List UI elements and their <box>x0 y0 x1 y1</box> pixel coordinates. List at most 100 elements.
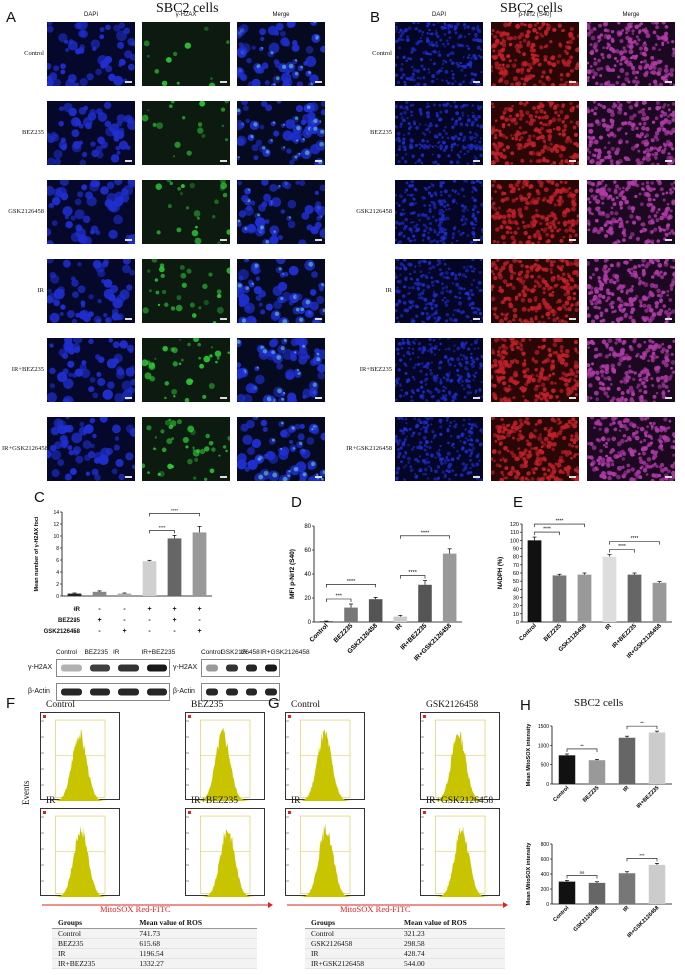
row-label-1: BEZ235 <box>21 129 44 136</box>
flow-plot-title: IR+GSK2126458 <box>426 796 494 806</box>
micrograph-tile <box>395 180 483 244</box>
bar <box>588 882 606 904</box>
x-tick-label: GSK2126458 <box>573 905 601 933</box>
bar <box>618 873 636 904</box>
x-tick-label: IR <box>622 785 630 793</box>
micrograph-tile <box>237 417 325 481</box>
blot-band <box>118 664 139 672</box>
scale-bar <box>665 160 672 162</box>
scale-bar <box>125 476 132 478</box>
scale-bar <box>665 476 672 478</box>
table-row: GSK2126458 298.58 <box>305 938 505 949</box>
table-header-row: Groups Mean value of ROS <box>52 917 257 929</box>
blot-band <box>89 664 110 672</box>
table-header-row: Groups Mean value of ROS <box>305 917 505 929</box>
blot-strip <box>201 659 280 677</box>
x-tick-label: Control <box>552 905 570 923</box>
scale-bar <box>473 81 480 83</box>
scale-bar <box>220 397 227 399</box>
significance-bracket <box>326 598 352 602</box>
scale-bar <box>125 239 132 241</box>
x-tick-label: Control <box>308 622 329 643</box>
y-tick-label: 80 <box>513 555 519 561</box>
micrograph-tile <box>491 338 579 402</box>
significance-bracket <box>566 748 598 752</box>
table-cell: Control <box>305 928 399 939</box>
matrix-mark: - <box>73 606 76 613</box>
row-label-1: BEZ235 <box>369 129 392 136</box>
matrix-mark: + <box>97 617 102 624</box>
blot-band <box>146 688 167 696</box>
bar <box>393 616 408 622</box>
y-tick-label: 120 <box>510 522 519 528</box>
scale-bar <box>315 160 322 162</box>
panel-f-letter: F <box>6 695 16 712</box>
flow-histogram <box>420 808 500 897</box>
bar <box>558 881 576 904</box>
matrix-mark: + <box>197 628 202 635</box>
scale-bar <box>315 397 322 399</box>
blot-band <box>89 688 110 696</box>
bar <box>344 607 358 622</box>
y-tick-label: 200 <box>541 887 550 893</box>
micrograph-tile <box>491 180 579 244</box>
blot-strip <box>201 683 280 701</box>
y-tick-label: 60 <box>513 571 519 577</box>
bar <box>167 538 182 596</box>
y-tick-label: 0 <box>308 620 312 626</box>
micrograph-tile <box>491 259 579 323</box>
matrix-mark: - <box>173 628 176 635</box>
blot-strip <box>56 683 170 701</box>
y-tick-label: 70 <box>513 563 519 569</box>
matrix-mark: - <box>98 606 101 613</box>
blot-lane-label: IR <box>240 649 248 656</box>
panel-f-ylabel: Events <box>21 780 31 806</box>
matrix-mark: - <box>198 617 201 624</box>
y-axis-label: Mean MitoSOX intensity <box>526 723 532 787</box>
panel-f-x-axis-arrow <box>42 902 273 908</box>
row-label-2: GSK2126458 <box>8 208 44 215</box>
table-row: Control 741.73 <box>52 928 257 939</box>
flow-plot-title: GSK2126458 <box>426 700 479 710</box>
panel-f-xlabel: MitoSOX Red-FITC <box>100 904 171 914</box>
column-header-0: DAPI <box>83 12 98 18</box>
panel-g-xlabel: MitoSOX Red-FITC <box>340 904 411 914</box>
matrix-mark: + <box>172 617 177 624</box>
panel-g-ros-table: Groups Mean value of ROS Control 321.23 GSK2… <box>305 917 505 969</box>
panel-h-title: SBC2 cells <box>574 697 624 709</box>
bar <box>319 621 334 622</box>
y-tick-label: 1500 <box>538 724 549 730</box>
flow-histogram <box>285 808 365 897</box>
row-label-3: IR <box>385 287 393 294</box>
flow-histogram <box>185 808 265 897</box>
blot-band <box>245 664 258 672</box>
significance-label: **** <box>347 579 356 585</box>
x-tick-label: IR+GSK2126458 <box>626 905 660 939</box>
scale-bar <box>220 318 227 320</box>
panel-a-title: SBC2 cells <box>156 1 219 16</box>
flow-plot-title: Control <box>46 700 76 710</box>
significance-bracket <box>566 875 598 879</box>
matrix-mark: + <box>172 606 177 613</box>
row-label-2: GSK2126458 <box>356 208 392 215</box>
y-tick-label: 800 <box>541 842 550 848</box>
micrograph-tile <box>47 101 135 165</box>
significance-bracket <box>534 523 585 528</box>
table-header-cell: Groups <box>305 917 399 929</box>
table-cell: GSK2126458 <box>305 938 399 949</box>
significance-label: *** <box>639 853 645 858</box>
bar <box>192 532 207 596</box>
blot-band <box>206 664 218 672</box>
y-tick-label: 2 <box>56 582 59 588</box>
table-row: IR 428.74 <box>305 948 505 959</box>
flow-histogram <box>185 712 265 801</box>
micrograph-tile <box>395 259 483 323</box>
y-tick-label: 8 <box>56 546 59 552</box>
bar <box>648 864 666 904</box>
blot-band <box>225 664 238 672</box>
row-label-4: IR+BEZ235 <box>11 366 44 373</box>
blot-lane-label: IR+GSK2126458 <box>260 649 310 656</box>
blot-row-label: γ-H2AX <box>173 664 198 671</box>
blot-band <box>265 664 277 672</box>
